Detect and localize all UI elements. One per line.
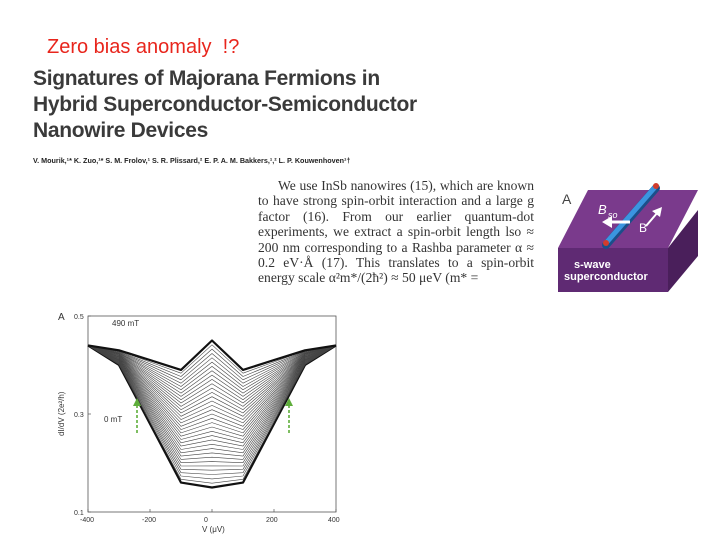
contact-dot [603,240,609,246]
paper-title-line: Nanowire Devices [33,119,208,142]
paper-title-line: Signatures of Majorana Fermions in [33,67,380,90]
nanowire [603,183,659,246]
trace-line [87,345,337,467]
peak-arrow-left [133,398,141,433]
trace-line [87,345,337,407]
slide-title: Zero bias anomaly !? [47,36,240,58]
trace-line [87,345,337,384]
trace-line [87,345,337,460]
trace-line [87,345,337,440]
trace-line [87,345,337,377]
field-arrowhead [652,207,662,217]
trace-line [87,345,337,437]
trace-line [87,345,337,414]
trace-line [87,345,337,450]
trace-line [87,345,337,381]
device-panel-label: A [562,191,572,207]
curve-group [87,339,337,489]
field-label: B [639,221,647,235]
trace-line [87,345,337,420]
trace-line [87,345,337,434]
x-tick-label: 0 [204,517,208,524]
device-schematic: A B so B s-wave superconductor [558,183,698,292]
trace-line [87,345,337,427]
trace-line [87,345,337,394]
x-tick-label: 400 [328,517,340,524]
paper-title: Signatures of Majorana Fermions in Hybri… [33,66,417,144]
trace-line [87,345,337,397]
trace-line [87,345,337,480]
trace-line [87,345,337,410]
trace-line [87,345,337,463]
tick-group: -400 -200 0 200 400 0.5 0.3 0.1 [74,314,340,524]
trace-line [87,345,337,454]
x-tick-label: 200 [266,517,278,524]
peak-arrow-right [285,398,293,433]
trace-line [87,345,337,484]
y-tick-label: 0.1 [74,510,84,517]
trace-line [87,345,337,475]
paper-authors: V. Mourik,¹* K. Zuo,¹* S. M. Frolov,¹ S.… [33,156,351,165]
bottom-curve-label: 0 mT [104,415,122,424]
series-line-490mT [87,339,337,371]
conductance-plot: -400 -200 0 200 400 0.5 0.3 0.1 A 490 mT 0 mT d… [57,312,340,534]
series-line-0mT [87,344,337,489]
spin-orbit-field-label: B [598,202,607,217]
y-axis-label: dI/dV (2e²/h) [57,391,66,436]
substrate-front [558,248,668,292]
substrate-label-line1: s-wave [574,259,611,271]
spin-orbit-field-arrowhead [602,216,612,228]
x-tick-label: -400 [80,517,94,524]
x-axis-label: V (μV) [202,525,225,534]
plot-panel-label: A [58,312,65,323]
trace-line [87,345,337,424]
x-tick-label: -200 [142,517,156,524]
field-arrow [645,211,659,227]
trace-line [87,345,337,387]
top-curve-label: 490 mT [112,319,139,328]
contact-dot [653,183,659,189]
trace-line [87,345,337,400]
paper-excerpt: We use InSb nanowires (15), which are kn… [258,178,534,286]
spin-orbit-field-subscript: so [608,210,618,220]
trace-line [87,345,337,444]
trace-line [87,345,337,391]
y-tick-label: 0.5 [74,314,84,321]
trace-line [87,345,337,430]
trace-line [87,345,337,457]
substrate-label-line2: superconductor [564,271,648,283]
substrate-side [668,210,698,292]
y-tick-label: 0.3 [74,412,84,419]
trace-line [87,345,337,417]
trace-line [87,345,337,447]
trace-line [87,345,337,471]
paper-title-line: Hybrid Superconductor-Semiconductor [33,93,417,116]
trace-line [87,345,337,404]
